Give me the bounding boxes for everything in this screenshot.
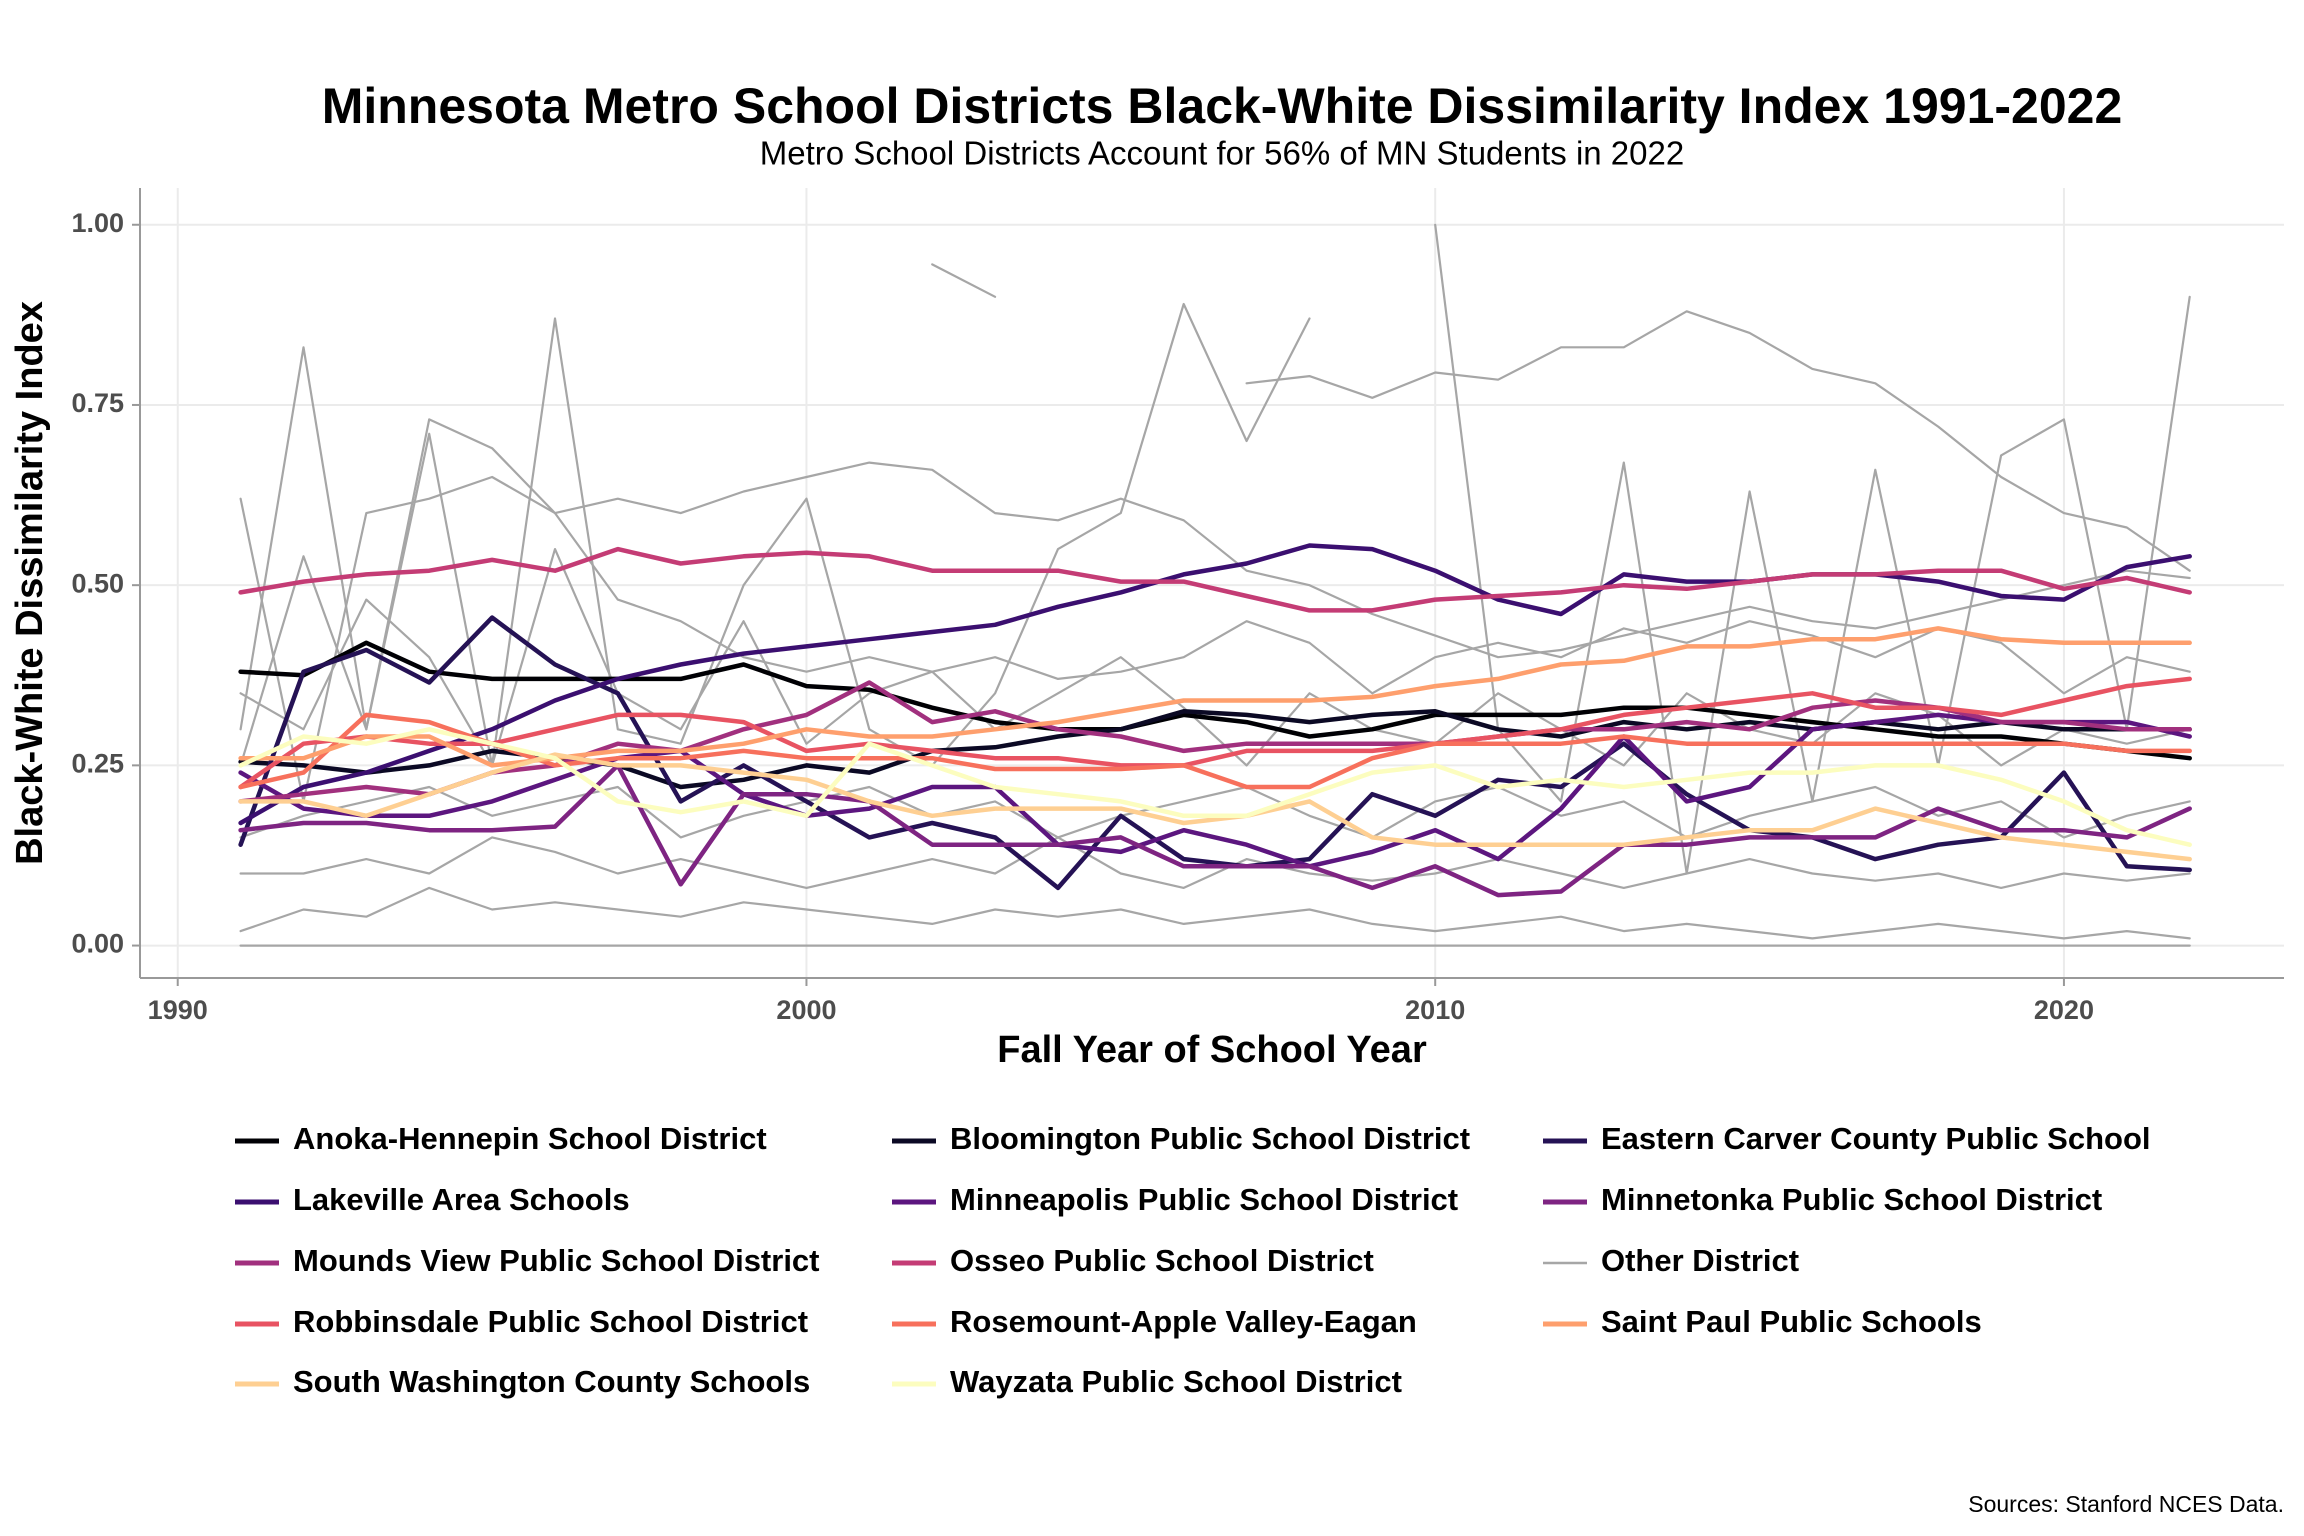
- other-line: [239, 418, 2191, 767]
- series-line: [238, 763, 2192, 898]
- y-tick-label: 0.50: [71, 568, 124, 598]
- legend-label: South Washington County Schools: [293, 1364, 810, 1399]
- other-line: [1245, 310, 2191, 572]
- y-tick-label: 0.75: [71, 388, 124, 418]
- legend-label: Wayzata Public School District: [950, 1364, 1402, 1399]
- series-line: [238, 752, 2192, 862]
- legend-label: Eastern Carver County Public School: [1601, 1121, 2151, 1156]
- legend-label: Bloomington Public School District: [950, 1121, 1470, 1156]
- x-tick-label: 2010: [1405, 995, 1465, 1025]
- chart-title: Minnesota Metro School Districts Black-W…: [322, 78, 2123, 134]
- other-line: [239, 461, 2191, 803]
- y-tick-label: 1.00: [71, 208, 124, 238]
- source-note: Sources: Stanford NCES Data.: [1968, 1491, 2284, 1517]
- legend-label: Minnetonka Public School District: [1601, 1182, 2102, 1217]
- y-tick-label: 0.00: [71, 929, 124, 959]
- legend-label: Mounds View Public School District: [293, 1243, 820, 1278]
- x-tick-label: 2020: [2034, 995, 2094, 1025]
- legend-label: Osseo Public School District: [950, 1243, 1374, 1278]
- other-line: [239, 886, 2191, 940]
- chart-subtitle: Metro School Districts Account for 56% o…: [760, 135, 1684, 172]
- series-line: [238, 676, 2192, 790]
- legend-label: Minneapolis Public School District: [950, 1182, 1458, 1217]
- legend-label: Rosemount-Apple Valley-Eagan: [950, 1304, 1417, 1339]
- series-line: [238, 615, 2192, 891]
- other-line: [931, 263, 997, 298]
- series-line: [238, 546, 2192, 613]
- series-line: [238, 640, 2192, 761]
- legend-label: Anoka-Hennepin School District: [293, 1121, 767, 1156]
- legend-label: Saint Paul Public Schools: [1601, 1304, 1982, 1339]
- y-tick-label: 0.25: [71, 748, 124, 778]
- x-tick-label: 2000: [776, 995, 836, 1025]
- series-line: [238, 712, 2192, 869]
- legend-label: Other District: [1601, 1243, 1799, 1278]
- legend-label: Robbinsdale Public School District: [293, 1304, 808, 1339]
- y-axis-title: Black-White Dissimilarity Index: [9, 301, 51, 865]
- x-axis-title: Fall Year of School Year: [997, 1029, 1427, 1071]
- legend-label: Lakeville Area Schools: [293, 1182, 630, 1217]
- other-line: [239, 785, 2191, 839]
- other-line: [239, 836, 2191, 889]
- x-tick-label: 1990: [148, 995, 208, 1025]
- series-line: [238, 680, 2192, 804]
- series-line: [238, 727, 2192, 847]
